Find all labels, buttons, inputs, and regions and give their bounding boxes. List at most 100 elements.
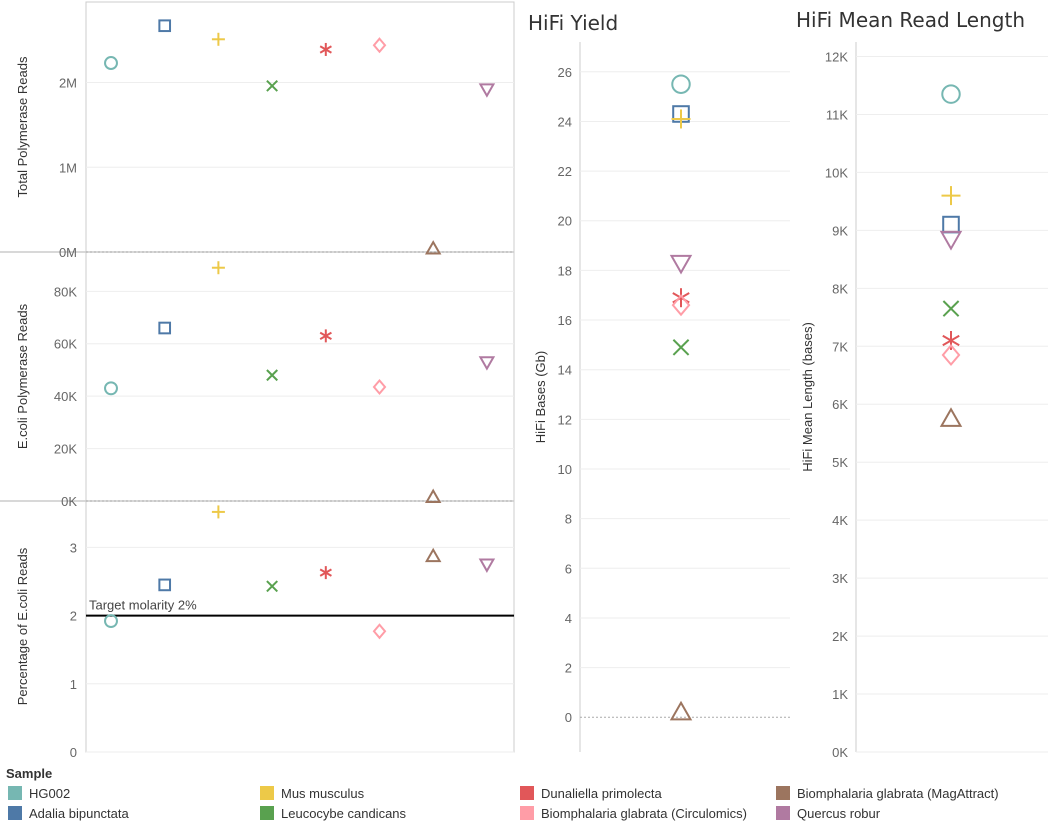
marker-diamond [671, 294, 691, 317]
marker-triangle-down [478, 558, 496, 573]
point-quercus-robur [478, 558, 496, 573]
legend-swatch [260, 806, 274, 820]
legend-item-hg002: HG002 [8, 786, 70, 801]
point-dunaliella-primolecta [319, 566, 332, 580]
y-tick-label: 11K [826, 107, 848, 122]
y-tick-label: 3K [832, 571, 848, 586]
y-tick-label: 0M [59, 245, 77, 260]
point-dunaliella-primolecta [319, 42, 332, 56]
point-biomphalaria-glabrata-circulomics [372, 623, 387, 640]
y-tick-label: 12 [558, 412, 572, 427]
marker-circle [671, 74, 691, 94]
point-adalia-bipunctata [158, 19, 172, 33]
legend-item-mus-musculus: Mus musculus [260, 786, 365, 801]
y-tick-label: 6K [832, 397, 848, 412]
marker-triangle-up [669, 700, 693, 721]
marker-square [158, 578, 172, 592]
chart-length: HiFi Mean Read Length 0K 1K 2K 3K 4K 5K 6K 7K 8K 9… [796, 8, 1048, 760]
legend-swatch [776, 806, 790, 820]
legend-swatch [520, 786, 534, 800]
legend-label: Biomphalaria glabrata (Circulomics) [541, 806, 747, 821]
marker-cross-b [672, 339, 690, 356]
y-tick-label: 0K [61, 494, 77, 509]
point-quercus-robur [939, 230, 963, 251]
y-tick-label: 24 [558, 114, 572, 129]
y-axis-label: HiFi Mean Length (bases) [800, 322, 815, 472]
legend-item-quercus-robur: Quercus robur [776, 806, 881, 821]
marker-circle [104, 56, 118, 70]
chart-pct: 0 1 2 3 Percentage of E.coli Reads Target mol… [15, 505, 514, 760]
marker-cross-b [266, 580, 279, 593]
marker-diamond [941, 343, 961, 367]
point-quercus-robur [669, 254, 693, 275]
point-hg002 [104, 381, 118, 396]
legend-swatch [260, 786, 274, 800]
y-tick-label: 20 [558, 214, 572, 229]
marker-triangle-down [478, 356, 496, 371]
marker-asterisk-stroke [942, 334, 960, 347]
marker-square [158, 321, 172, 335]
legend-swatch [8, 786, 22, 800]
y-tick-label: 4K [832, 513, 848, 528]
point-hg002 [671, 74, 691, 94]
point-leucocybe-candicans [942, 300, 960, 317]
point-biomphalaria-glabrata-magattract [939, 407, 963, 427]
point-biomphalaria-glabrata-magattract [424, 547, 442, 563]
legend-label: Adalia bipunctata [29, 806, 130, 821]
legend-label: Dunaliella primolecta [541, 786, 662, 801]
chart-title: HiFi Mean Read Length [796, 8, 1025, 32]
point-hg002 [104, 56, 118, 70]
left-panel-frame [85, 1, 515, 753]
point-mus-musculus [211, 505, 225, 519]
y-tick-label: 3 [70, 540, 77, 555]
y-tick-label: 14 [558, 363, 572, 378]
point-mus-musculus [211, 32, 225, 46]
marker-asterisk-stroke [319, 331, 332, 340]
marker-circle [104, 614, 118, 629]
point-biomphalaria-glabrata-circulomics [372, 37, 387, 54]
y-tick-label: 22 [558, 164, 572, 179]
y-tick-label: 1K [832, 687, 848, 702]
y-axis-label: Percentage of E.coli Reads [15, 547, 30, 705]
y-tick-label: 8K [832, 281, 848, 296]
marker-cross-b [942, 300, 960, 317]
marker-cross-b [266, 369, 279, 382]
point-dunaliella-primolecta [672, 288, 690, 308]
marker-triangle-up [424, 488, 442, 503]
legend-title: Sample [6, 766, 52, 781]
legend-item-biomphalaria-glabrata-magattract: Biomphalaria glabrata (MagAttract) [776, 786, 999, 801]
marker-asterisk-stroke [319, 568, 332, 577]
y-tick-label: 8 [565, 512, 572, 527]
legend-swatch [776, 786, 790, 800]
marker-circle [104, 381, 118, 396]
chart-total: 0M 1M 2M Total Polymerase Reads [15, 19, 514, 260]
marker-triangle-up [939, 407, 963, 427]
point-quercus-robur [478, 83, 496, 98]
point-biomphalaria-glabrata-circulomics [671, 294, 691, 317]
point-dunaliella-primolecta [942, 330, 960, 350]
legend-label: Quercus robur [797, 806, 881, 821]
marker-diamond [372, 378, 387, 396]
point-adalia-bipunctata [158, 321, 172, 335]
marker-triangle-down [478, 83, 496, 98]
marker-square [158, 19, 172, 33]
chart-ecoli: 0K 20K 40K 60K 80K E.coli Polymerase Reads [15, 261, 514, 509]
point-biomphalaria-glabrata-circulomics [372, 378, 387, 396]
y-tick-label: 0 [565, 710, 572, 725]
legend-label: Leucocybe candicans [281, 806, 407, 821]
y-tick-label: 12K [825, 49, 848, 64]
y-tick-label: 1 [70, 677, 77, 692]
y-tick-label: 18 [558, 263, 572, 278]
point-adalia-bipunctata [158, 578, 172, 592]
y-tick-label: 40K [54, 389, 77, 404]
y-axis-label: HiFi Bases (Gb) [533, 351, 548, 443]
legend-swatch [8, 806, 22, 820]
legend-item-biomphalaria-glabrata-circulomics: Biomphalaria glabrata (Circulomics) [520, 806, 747, 821]
point-hg002 [104, 614, 118, 629]
y-tick-label: 2M [59, 76, 77, 91]
y-tick-label: 2K [832, 629, 848, 644]
y-axis-label: Total Polymerase Reads [15, 56, 30, 197]
point-biomphalaria-glabrata-magattract [424, 488, 442, 503]
